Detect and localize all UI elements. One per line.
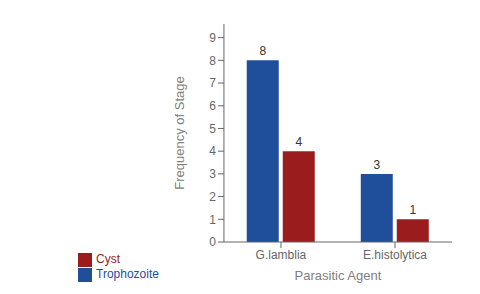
svg-text:0: 0 (209, 235, 216, 249)
svg-text:Parasitic Agent: Parasitic Agent (295, 268, 382, 283)
svg-text:2: 2 (209, 190, 216, 204)
svg-text:8: 8 (259, 44, 266, 58)
svg-text:9: 9 (209, 31, 216, 45)
svg-text:3: 3 (373, 158, 380, 172)
svg-text:7: 7 (209, 76, 216, 90)
svg-text:5: 5 (209, 122, 216, 136)
svg-text:4: 4 (295, 135, 302, 149)
svg-text:E.histolytica: E.histolytica (363, 248, 427, 262)
svg-text:G.lamblia: G.lamblia (256, 248, 307, 262)
svg-text:Frequency of Stage: Frequency of Stage (172, 76, 187, 189)
html-text:Cyst: Cyst (96, 252, 120, 267)
svg-text:1: 1 (409, 203, 416, 217)
svg-text:8: 8 (209, 54, 216, 68)
svg-text:6: 6 (209, 99, 216, 113)
svg-text:1: 1 (209, 213, 216, 227)
html-text:Trophozoite: Trophozoite (96, 267, 159, 282)
svg-text:3: 3 (209, 167, 216, 181)
svg-text:4: 4 (209, 144, 216, 158)
